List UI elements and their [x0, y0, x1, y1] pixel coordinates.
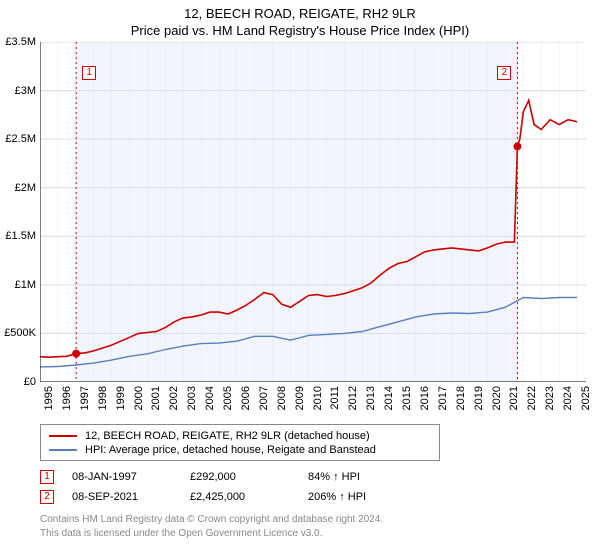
x-tick-label: 1996: [61, 386, 73, 426]
event-pct: 206% ↑ HPI: [308, 491, 428, 503]
legend: 12, BEECH ROAD, REIGATE, RH2 9LR (detach…: [40, 424, 440, 461]
event-pct: 84% ↑ HPI: [308, 471, 428, 483]
footer-line-1: Contains HM Land Registry data © Crown c…: [40, 513, 600, 527]
legend-label: 12, BEECH ROAD, REIGATE, RH2 9LR (detach…: [85, 430, 370, 442]
event-date: 08-JAN-1997: [72, 471, 172, 483]
event-price: £2,425,000: [190, 491, 290, 503]
legend-label: HPI: Average price, detached house, Reig…: [85, 444, 376, 456]
footer-line-2: This data is licensed under the Open Gov…: [40, 527, 600, 541]
x-tick-label: 2005: [222, 386, 234, 426]
x-tick-label: 2019: [473, 386, 485, 426]
event-row-marker: 1: [40, 470, 54, 484]
x-tick-label: 2009: [294, 386, 306, 426]
chart-container: 12, BEECH ROAD, REIGATE, RH2 9LR Price p…: [0, 0, 600, 560]
x-tick-label: 2025: [580, 386, 592, 426]
event-price: £292,000: [190, 471, 290, 483]
x-tick-label: 2004: [204, 386, 216, 426]
x-tick-label: 2013: [365, 386, 377, 426]
event-date: 08-SEP-2021: [72, 491, 172, 503]
y-tick-label: £3.5M: [0, 36, 36, 48]
x-tick-label: 2003: [186, 386, 198, 426]
x-tick-label: 2011: [329, 386, 341, 426]
x-tick-label: 2002: [168, 386, 180, 426]
x-tick-label: 2015: [401, 386, 413, 426]
y-tick-label: £3M: [0, 85, 36, 97]
legend-item: HPI: Average price, detached house, Reig…: [49, 443, 431, 457]
y-tick-label: £2M: [0, 182, 36, 194]
y-tick-label: £1.5M: [0, 230, 36, 242]
x-tick-label: 2016: [419, 386, 431, 426]
x-tick-label: 2021: [508, 386, 520, 426]
y-tick-label: £2.5M: [0, 133, 36, 145]
x-tick-label: 2000: [133, 386, 145, 426]
y-tick-label: £1M: [0, 279, 36, 291]
legend-item: 12, BEECH ROAD, REIGATE, RH2 9LR (detach…: [49, 429, 431, 443]
x-tick-label: 2007: [258, 386, 270, 426]
x-tick-label: 2017: [437, 386, 449, 426]
x-tick-label: 2012: [347, 386, 359, 426]
x-tick-label: 2014: [383, 386, 395, 426]
x-tick-label: 2023: [544, 386, 556, 426]
event-row-marker: 2: [40, 490, 54, 504]
chart-title: 12, BEECH ROAD, REIGATE, RH2 9LR: [0, 0, 600, 21]
x-tick-label: 2020: [491, 386, 503, 426]
event-marker-2: 2: [497, 66, 511, 80]
chart-plot-area: £0£500K£1M£1.5M£2M£2.5M£3M£3.5M 19951996…: [40, 42, 600, 382]
x-tick-label: 2024: [562, 386, 574, 426]
x-tick-label: 2010: [312, 386, 324, 426]
x-tick-label: 2008: [276, 386, 288, 426]
y-tick-label: £0: [0, 376, 36, 388]
x-tick-label: 1998: [97, 386, 109, 426]
x-tick-label: 1995: [43, 386, 55, 426]
chart-svg: [40, 42, 586, 382]
y-tick-label: £500K: [0, 327, 36, 339]
event-row: 1 08-JAN-1997 £292,000 84% ↑ HPI: [40, 467, 600, 487]
x-tick-label: 1999: [115, 386, 127, 426]
x-tick-label: 2006: [240, 386, 252, 426]
event-table: 1 08-JAN-1997 £292,000 84% ↑ HPI 2 08-SEP-202…: [40, 467, 600, 507]
legend-swatch: [49, 435, 77, 437]
x-tick-label: 2018: [455, 386, 467, 426]
x-tick-label: 2022: [526, 386, 538, 426]
legend-swatch: [49, 449, 77, 451]
chart-subtitle: Price paid vs. HM Land Registry's House …: [0, 21, 600, 42]
event-marker-1: 1: [82, 66, 96, 80]
event-row: 2 08-SEP-2021 £2,425,000 206% ↑ HPI: [40, 487, 600, 507]
attribution-footer: Contains HM Land Registry data © Crown c…: [40, 513, 600, 540]
x-tick-label: 1997: [79, 386, 91, 426]
x-tick-label: 2001: [150, 386, 162, 426]
